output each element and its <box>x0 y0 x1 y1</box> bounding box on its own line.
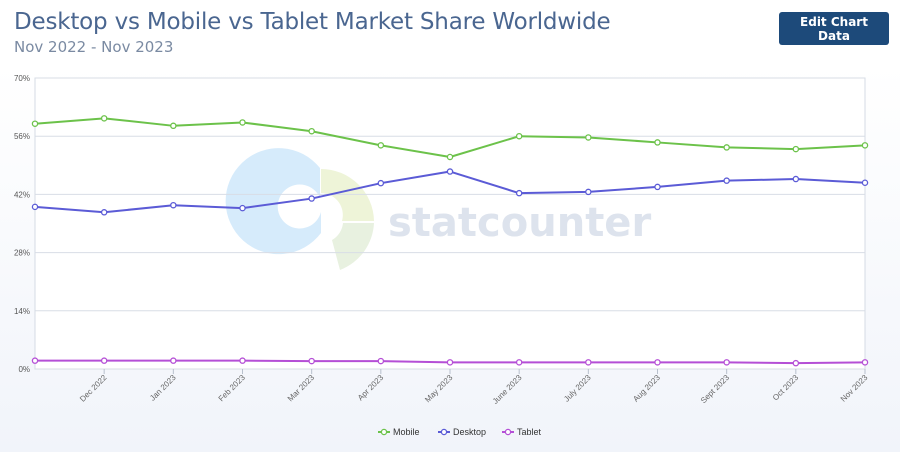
y-tick-label: 56% <box>14 132 30 141</box>
data-point[interactable] <box>585 188 592 196</box>
legend-marker <box>504 428 512 436</box>
data-point[interactable] <box>723 144 730 151</box>
legend-item-desktop[interactable]: Desktop <box>438 427 486 437</box>
data-point[interactable] <box>585 134 592 141</box>
y-tick-label: 42% <box>14 190 30 199</box>
data-point[interactable] <box>100 357 108 364</box>
series-tablet <box>31 357 869 367</box>
data-point[interactable] <box>308 195 315 202</box>
data-point[interactable] <box>446 153 454 161</box>
data-point[interactable] <box>170 201 177 209</box>
y-tick-label: 70% <box>14 74 30 83</box>
series-lines <box>31 115 869 367</box>
x-tick-label: Oct 2023 <box>771 373 801 403</box>
page-title: Desktop vs Mobile vs Tablet Market Share… <box>14 9 611 35</box>
data-point[interactable] <box>100 115 108 122</box>
x-tick-label: Jan 2023 <box>148 373 178 403</box>
data-point[interactable] <box>239 204 246 212</box>
data-point[interactable] <box>723 177 730 184</box>
line-chart: statcounter 0% 14% 28% 42% 56% 70% Dec 2022 Ja… <box>14 74 870 437</box>
legend-label: Tablet <box>517 427 542 437</box>
data-point[interactable] <box>446 359 454 366</box>
y-tick-label: 28% <box>14 249 30 258</box>
data-point[interactable] <box>31 120 39 127</box>
y-axis: 0% 14% 28% 42% 56% 70% <box>14 74 30 374</box>
data-point[interactable] <box>723 359 730 366</box>
x-axis: Dec 2022 Jan 2023 Feb 2023 Mar 2023 Apr 2023… <box>78 369 870 406</box>
x-tick-label: Mar 2023 <box>286 373 317 404</box>
data-point[interactable] <box>515 189 523 197</box>
data-point[interactable] <box>31 203 39 211</box>
legend-item-tablet[interactable]: Tablet <box>502 427 542 437</box>
data-point[interactable] <box>515 132 523 140</box>
statcounter-logo-icon <box>225 148 374 270</box>
data-point[interactable] <box>654 139 661 146</box>
watermark-text: statcounter <box>388 200 651 246</box>
data-point[interactable] <box>239 357 246 364</box>
y-tick-label: 0% <box>18 365 30 374</box>
statcounter-watermark: statcounter <box>225 148 651 270</box>
x-tick-label: June 2023 <box>491 373 524 406</box>
legend-label: Desktop <box>453 427 486 437</box>
data-point[interactable] <box>377 179 385 187</box>
legend-marker <box>380 428 388 436</box>
x-tick-label: May 2023 <box>423 373 455 405</box>
x-tick-label: Aug 2023 <box>631 373 662 404</box>
data-point[interactable] <box>792 145 800 153</box>
data-point[interactable] <box>170 122 177 130</box>
data-point[interactable] <box>377 142 385 149</box>
data-point[interactable] <box>861 359 869 366</box>
data-point[interactable] <box>654 183 661 191</box>
data-point[interactable] <box>308 127 315 135</box>
data-point[interactable] <box>377 357 385 365</box>
data-point[interactable] <box>861 179 869 187</box>
data-point[interactable] <box>31 357 39 364</box>
x-tick-label: Dec 2022 <box>78 373 109 404</box>
x-tick-label: July 2023 <box>562 373 593 404</box>
data-point[interactable] <box>654 359 661 366</box>
data-point[interactable] <box>239 119 246 126</box>
x-tick-label: Sept 2023 <box>699 373 732 406</box>
legend-item-mobile[interactable]: Mobile <box>378 427 420 437</box>
y-tick-label: 14% <box>14 307 30 316</box>
data-point[interactable] <box>792 359 800 367</box>
x-tick-label: Feb 2023 <box>217 373 248 404</box>
data-point[interactable] <box>100 209 108 216</box>
x-tick-label: Nov 2023 <box>839 373 870 404</box>
data-point[interactable] <box>170 357 177 364</box>
chart-container: statcounter 0% 14% 28% 42% 56% 70% Dec 2022 Ja… <box>0 65 900 452</box>
page-subtitle: Nov 2022 - Nov 2023 <box>14 38 174 56</box>
series-desktop <box>31 168 869 216</box>
data-point[interactable] <box>792 175 800 183</box>
data-point[interactable] <box>585 359 592 366</box>
edit-chart-data-button[interactable]: Edit Chart Data <box>779 12 889 45</box>
legend-marker <box>440 428 448 436</box>
data-point[interactable] <box>515 359 523 366</box>
data-point[interactable] <box>308 357 315 365</box>
legend-label: Mobile <box>393 427 420 437</box>
legend: Mobile Desktop Tablet <box>378 427 542 437</box>
data-point[interactable] <box>446 168 454 175</box>
x-tick-label: Apr 2023 <box>356 373 386 403</box>
data-point[interactable] <box>861 142 869 149</box>
series-mobile <box>31 115 869 161</box>
